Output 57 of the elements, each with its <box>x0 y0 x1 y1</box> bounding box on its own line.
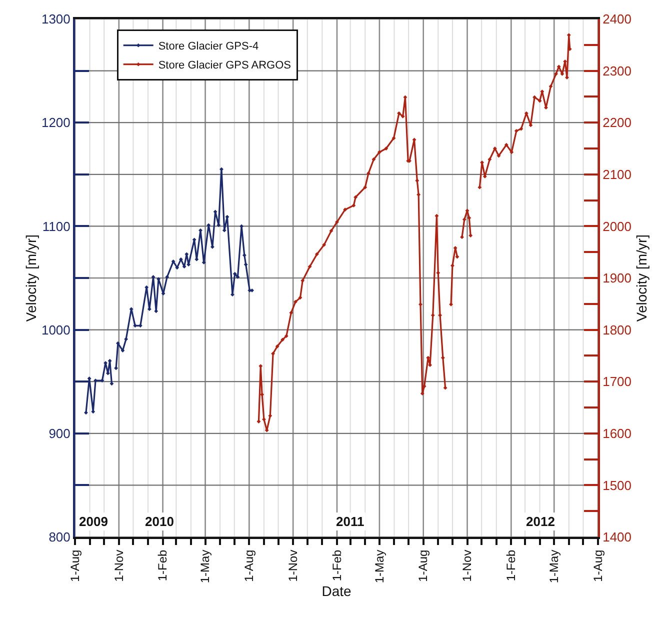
y2-tick-label: 2000 <box>602 218 632 234</box>
y-axis-title: Velocity [m/yr] <box>23 234 39 322</box>
annotation: 2010 <box>145 514 174 529</box>
point <box>202 260 206 264</box>
y-tick-label: 900 <box>48 426 70 441</box>
point <box>236 275 240 279</box>
y2-tick-label: 2200 <box>602 115 632 130</box>
point <box>171 259 176 264</box>
x-tick-label: 1-May <box>547 550 561 584</box>
y2-tick-label: 1800 <box>602 322 632 338</box>
x-tick-label: 1-Nov <box>286 550 300 582</box>
point <box>100 378 104 383</box>
y-tick-label: 1300 <box>41 12 70 27</box>
y2-tick-label: 1600 <box>602 426 632 441</box>
x-tick-label: 1-Aug <box>68 550 82 582</box>
y2-axis-title: Velocity [m/yr] <box>634 234 650 322</box>
x-tick-label: 1-May <box>198 550 212 584</box>
y2-tick-label: 2300 <box>602 63 632 78</box>
x-tick-label: 1-Feb <box>330 549 344 582</box>
x-tick-label: 1-Nov <box>112 550 126 582</box>
x-tick-label: 1-Aug <box>416 550 430 582</box>
y2-tick-label: 2100 <box>602 166 632 182</box>
y-tick-label: 1100 <box>42 218 70 234</box>
point <box>178 257 183 262</box>
x-tick-label: 1-Feb <box>504 549 518 582</box>
point <box>108 358 112 363</box>
point <box>124 337 128 342</box>
y-tick-label: 800 <box>48 530 70 545</box>
point <box>84 410 88 415</box>
point <box>165 275 170 279</box>
point <box>244 262 248 266</box>
x-axis-title: Date <box>322 583 352 600</box>
y-tick-label: 1000 <box>41 322 70 338</box>
y2-tick-label: 1400 <box>602 530 632 545</box>
y2-tick-label: 1700 <box>602 374 632 390</box>
legend-label: Store Glacier GPS-4 <box>158 40 259 53</box>
point <box>175 266 180 270</box>
point <box>110 382 114 386</box>
y2-tick-label: 2400 <box>602 12 632 27</box>
point <box>230 292 234 297</box>
y2-tick-label: 1500 <box>602 478 632 493</box>
point <box>87 376 92 380</box>
x-tick-label: 1-Feb <box>156 549 170 582</box>
annotation: 2009 <box>79 514 108 529</box>
x-tick-label: 1-Aug <box>590 550 605 582</box>
point <box>114 366 118 370</box>
point <box>242 253 246 258</box>
x-tick-label: 1-May <box>372 550 386 584</box>
y-tick-label: 1200 <box>41 115 70 130</box>
point <box>250 288 254 292</box>
legend-label: Store Glacier GPS ARGOS <box>158 60 291 72</box>
x-tick-label: 1-Aug <box>242 550 256 582</box>
y2-tick-label: 1900 <box>602 270 632 286</box>
x-tick-label: 1-Nov <box>460 550 474 582</box>
annotation: 2012 <box>526 514 555 529</box>
annotation: 2011 <box>336 514 364 529</box>
point <box>147 307 152 312</box>
